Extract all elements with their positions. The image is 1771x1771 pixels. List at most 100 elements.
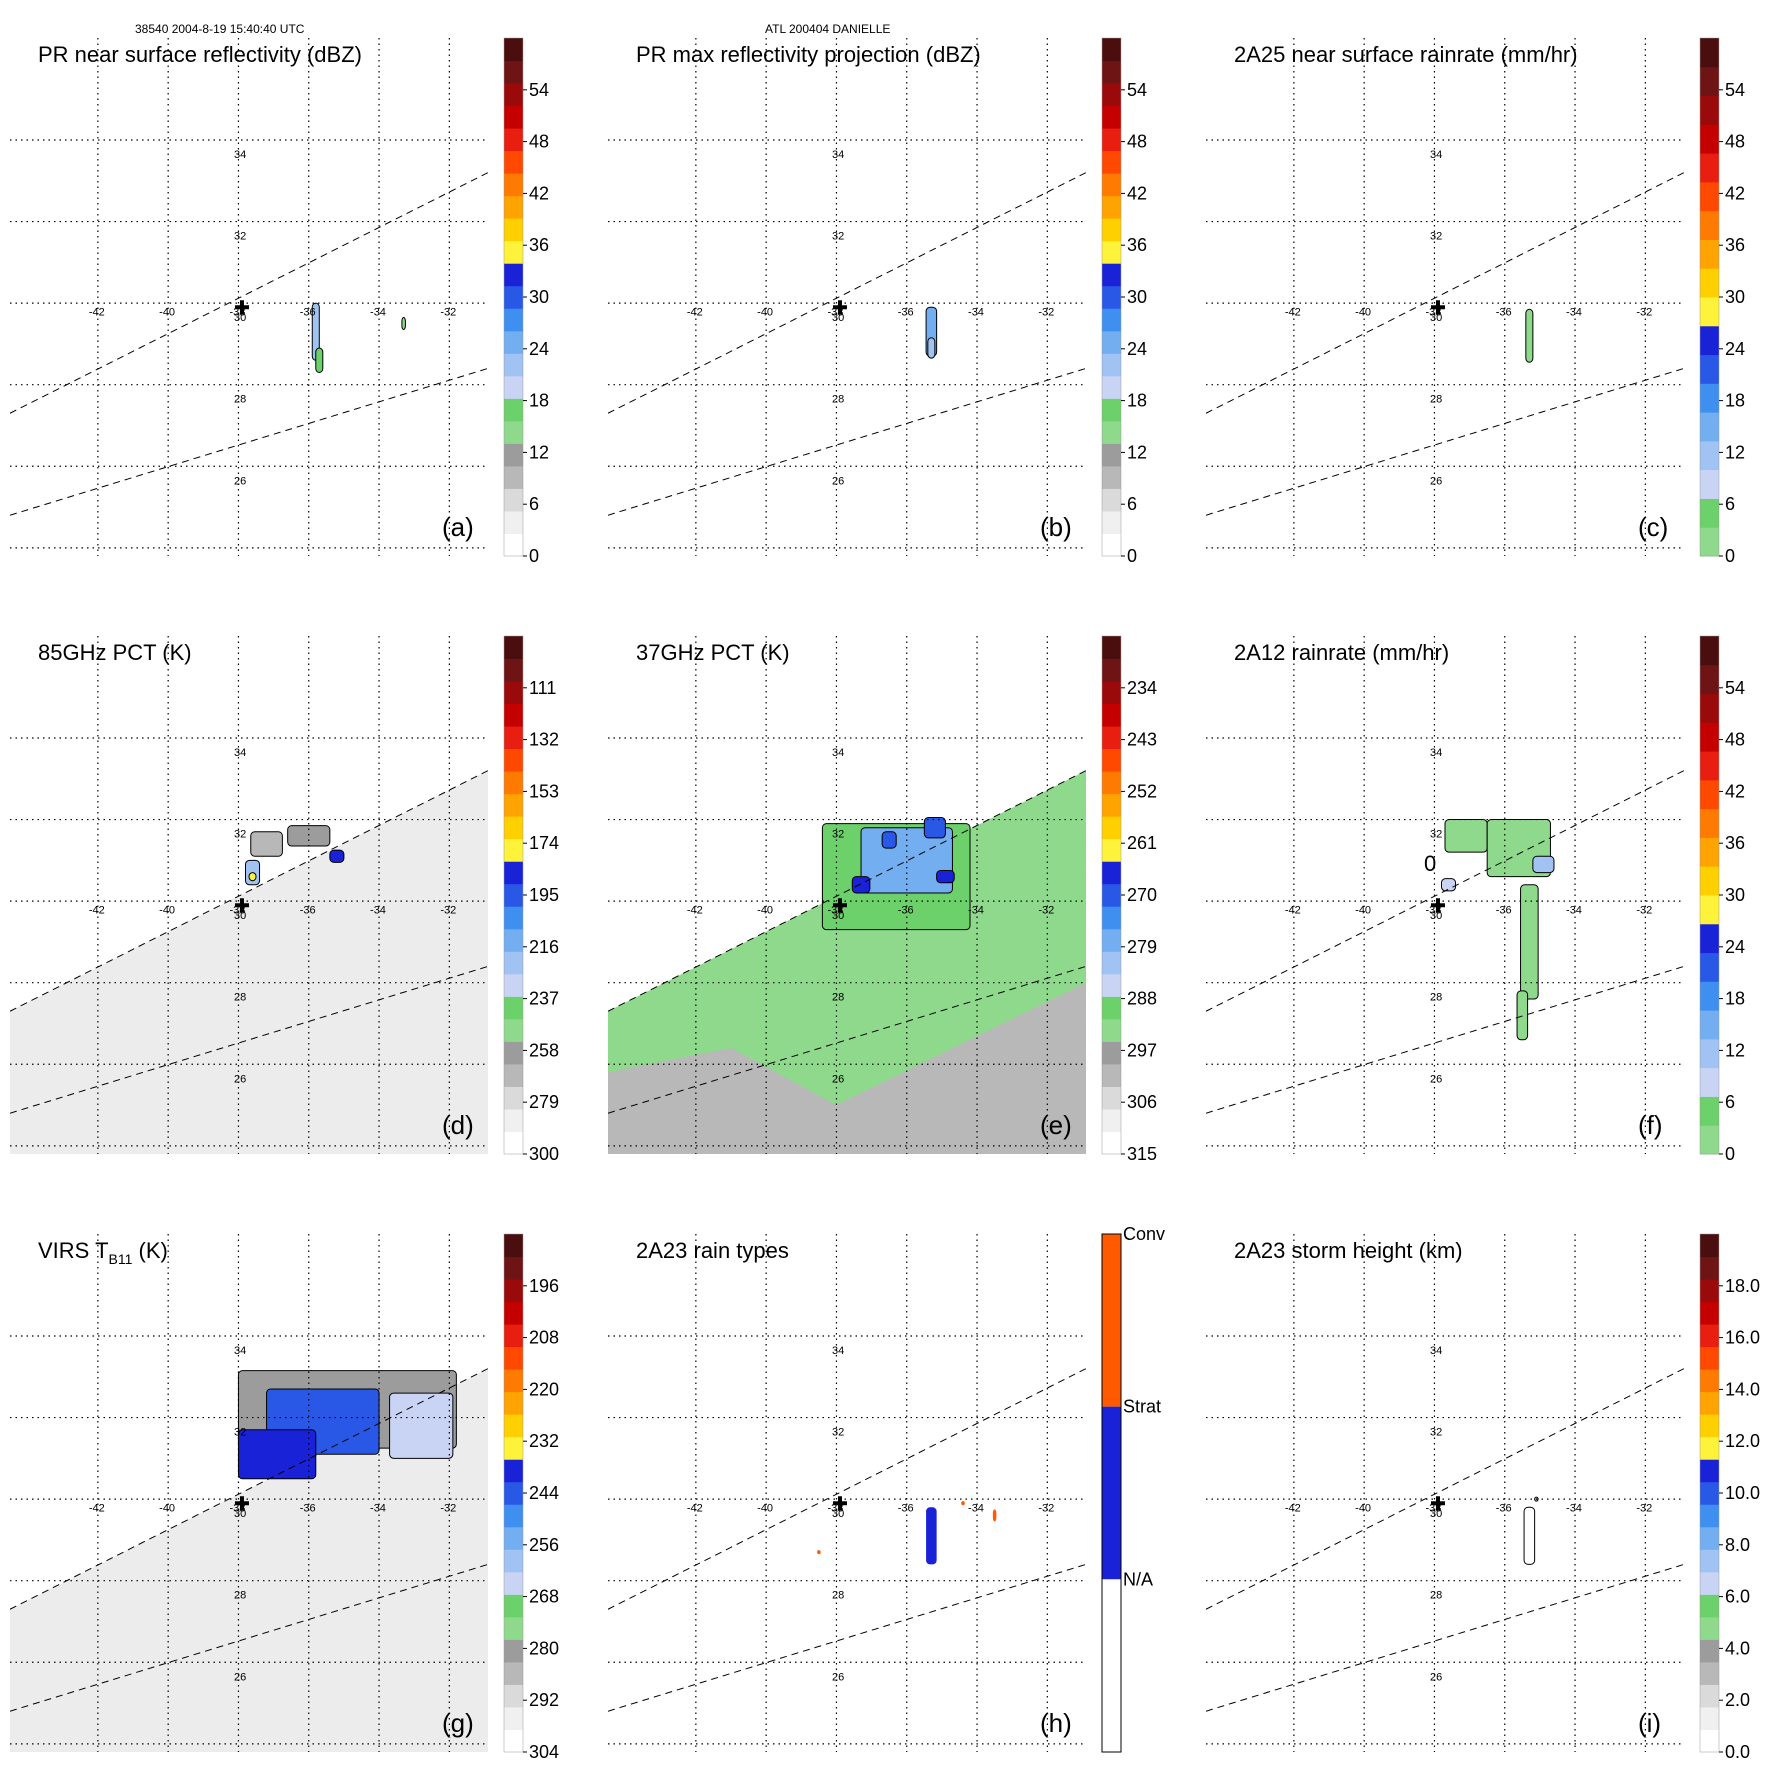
colorbar-tick: 195 <box>529 885 559 905</box>
colorbar-na <box>1102 1579 1121 1752</box>
colorbar-tick: 0 <box>529 546 539 566</box>
colorbar-segment <box>1700 722 1719 752</box>
data-cell <box>315 347 324 373</box>
lon-tick-label: -36 <box>898 904 914 916</box>
colorbar-tick: 220 <box>529 1379 559 1399</box>
lon-tick-label: -34 <box>370 306 386 318</box>
colorbar-segment <box>1102 1063 1121 1087</box>
colorbar-segment <box>1700 1256 1719 1280</box>
panel-title: 2A23 rain types <box>636 1238 789 1263</box>
colorbar-tick: 256 <box>529 1535 559 1555</box>
colorbar-tick: 6 <box>529 494 539 514</box>
lat-tick-label: 24 <box>1430 557 1442 569</box>
lon-tick-label: -40 <box>159 306 175 318</box>
colorbar-segment <box>504 1063 523 1087</box>
lat-tick-label: 32 <box>832 231 844 243</box>
colorbar-segment <box>1700 1594 1719 1618</box>
colorbar-segment <box>1700 354 1719 384</box>
colorbar-tick: 48 <box>1127 132 1147 152</box>
colorbar-segment <box>1102 838 1121 862</box>
data-cell <box>923 817 946 839</box>
colorbar-segment <box>1102 703 1121 727</box>
colorbar-tick: 300 <box>529 1144 559 1164</box>
colorbar-segment <box>1700 751 1719 781</box>
storm-center-marker <box>832 1496 847 1511</box>
colorbar-segment <box>1102 1018 1121 1042</box>
colorbar-segment <box>504 1459 523 1483</box>
colorbar-segment <box>1700 181 1719 212</box>
colorbar-segment <box>1700 1234 1719 1258</box>
colorbar-tick: 237 <box>529 989 559 1009</box>
colorbar-tick: 304 <box>529 1742 559 1762</box>
colorbar-segment <box>1102 1086 1121 1110</box>
colorbar-tick: 111 <box>529 678 556 698</box>
colorbar-segment <box>504 1526 523 1550</box>
lat-tick-label: 32 <box>1430 1427 1442 1439</box>
colorbar-segment <box>504 218 523 242</box>
lat-tick-label: 30 <box>234 312 246 324</box>
colorbar-segment <box>1102 60 1121 84</box>
colorbar-tick: 30 <box>1725 287 1745 307</box>
lat-tick-label: 32 <box>832 1427 844 1439</box>
lon-tick-label: -32 <box>1636 904 1652 916</box>
colorbar-segment <box>504 1234 523 1258</box>
lat-tick-label: 24 <box>234 557 246 569</box>
colorbar-segment <box>1102 726 1121 750</box>
colorbar-segment <box>504 173 523 197</box>
colorbar-tick: Conv <box>1123 1224 1165 1244</box>
colorbar-segment <box>1700 1369 1719 1393</box>
lon-tick-label: -40 <box>757 1502 773 1514</box>
colorbar-tick: 6 <box>1725 494 1735 514</box>
colorbar-segment <box>1700 153 1719 183</box>
lat-tick-label: 26 <box>234 1671 246 1683</box>
lat-tick-label: 34 <box>1430 747 1442 759</box>
colorbar-segment <box>1700 693 1719 723</box>
lon-tick-label: -34 <box>968 1502 984 1514</box>
colorbar-segment <box>1700 1010 1719 1040</box>
colorbar-segment <box>1700 1301 1719 1325</box>
data-cell <box>927 337 936 359</box>
lat-tick-label: 26 <box>832 1073 844 1085</box>
colorbar-segment <box>504 1414 523 1438</box>
colorbar-segment <box>504 703 523 727</box>
colorbar-tick: 18.0 <box>1725 1276 1760 1296</box>
lon-tick-label: -40 <box>757 306 773 318</box>
colorbar-segment <box>1700 297 1719 327</box>
swath-edge-line <box>1206 770 1684 1012</box>
colorbar-segment <box>504 1436 523 1460</box>
lon-tick-label: -36 <box>300 1502 316 1514</box>
lat-tick-label: 30 <box>832 312 844 324</box>
colorbar-tick: 54 <box>1725 80 1745 100</box>
colorbar-tick: 4.0 <box>1725 1638 1750 1658</box>
lat-tick-label: 26 <box>832 475 844 487</box>
colorbar-tick: 18 <box>1725 391 1745 411</box>
colorbar-segment <box>504 1301 523 1325</box>
colorbar-segment <box>1700 1459 1719 1483</box>
colorbar-segment <box>1700 1526 1719 1550</box>
colorbar-tick: 0 <box>1127 546 1137 566</box>
data-cell <box>401 316 406 331</box>
lat-tick-label: 26 <box>234 1073 246 1085</box>
colorbar-segment <box>504 793 523 817</box>
colorbar-segment <box>504 1594 523 1618</box>
colorbar-segment <box>504 1131 523 1155</box>
colorbar-segment <box>1102 951 1121 975</box>
colorbar-tick: 42 <box>1127 183 1147 203</box>
panel-label: (h) <box>1040 1708 1072 1738</box>
colorbar-segment <box>1700 1729 1719 1753</box>
colorbar-tick: 6 <box>1725 1092 1735 1112</box>
colorbar-tick: 288 <box>1127 989 1157 1009</box>
data-cell <box>936 870 955 884</box>
colorbar-tick: 54 <box>1127 80 1147 100</box>
colorbar-tick: 252 <box>1127 781 1157 801</box>
colorbar-segment <box>1700 124 1719 154</box>
colorbar-tick: 0.0 <box>1725 1742 1750 1762</box>
lat-tick-label: 28 <box>832 1590 844 1602</box>
data-cell <box>248 872 257 882</box>
lon-tick-label: -34 <box>370 904 386 916</box>
colorbar-tick: 36 <box>529 235 549 255</box>
storm-center-marker <box>1430 1496 1445 1511</box>
panel-title: 37GHz PCT (K) <box>636 640 790 665</box>
data-cell <box>926 1507 937 1565</box>
